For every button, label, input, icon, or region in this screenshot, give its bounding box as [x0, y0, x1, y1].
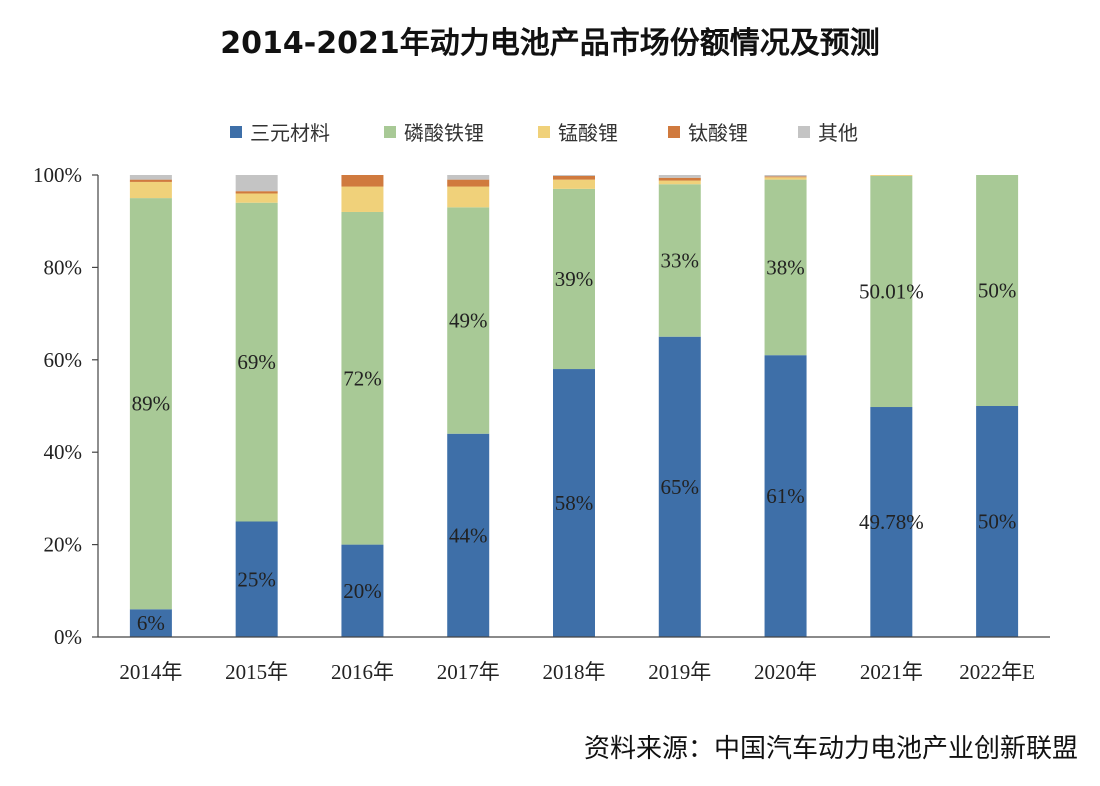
bar-segment-4-6: [658, 177, 701, 181]
bar-segment-1-6: [658, 336, 701, 637]
data-label-1-6: 65%: [661, 475, 700, 499]
legend-swatch-2: [384, 126, 396, 138]
bar-segment-4-5: [553, 175, 595, 180]
data-label-1-4: 44%: [449, 523, 488, 547]
bar-segment-2-9: [976, 175, 1019, 406]
bar-segment-2-8: [870, 175, 913, 408]
x-tick-label: 2021年: [860, 660, 923, 684]
bar-segment-2-4: [447, 207, 490, 434]
data-label-1-2: 25%: [237, 567, 276, 591]
data-label-1-9: 50%: [978, 510, 1017, 534]
bar-segment-1-1: [129, 609, 172, 637]
bar-segment-1-7: [764, 355, 807, 637]
bar-segment-1-9: [976, 406, 1019, 637]
data-label-1-1: 6%: [137, 611, 165, 635]
bar-segment-4-4: [447, 179, 490, 187]
bar-segment-5-7: [764, 175, 807, 177]
x-tick-label: 2022年E: [959, 660, 1035, 684]
legend-swatch-1: [230, 126, 242, 138]
bar-segment-3-7: [764, 177, 807, 180]
data-label-2-2: 69%: [237, 350, 276, 374]
legend-swatch-4: [668, 126, 680, 138]
bar-segment-2-2: [235, 202, 278, 522]
data-label-2-7: 38%: [766, 255, 805, 279]
bar-segment-2-3: [341, 211, 384, 545]
bar-segment-2-5: [553, 188, 595, 370]
legend-label-1: 三元材料: [250, 121, 330, 145]
y-tick-label: 40%: [44, 440, 83, 464]
bar-segment-1-4: [447, 433, 490, 637]
legend-label-5: 其他: [818, 121, 858, 145]
bar-segment-2-7: [764, 179, 807, 356]
y-tick-label: 80%: [44, 255, 83, 279]
bar-segment-5-1: [129, 175, 172, 180]
y-tick-label: 60%: [44, 348, 83, 372]
data-label-1-8: 49.78%: [859, 510, 924, 534]
legend-swatch-5: [798, 126, 810, 138]
bar-segment-2-1: [129, 198, 172, 610]
x-tick-label: 2014年: [119, 660, 182, 684]
x-tick-label: 2016年: [331, 660, 394, 684]
bar-segment-5-2: [235, 175, 278, 192]
axes-layer: 2014年 2015年 2016年 2017年 2018年 2019年 2020年 2021年…: [33, 163, 1050, 684]
data-labels-layer: 6% 89% 25% 69% 20% 72% 44% 49% 58% 39% 65% 33% 61% 38…: [132, 248, 1017, 635]
bars-layer: [129, 175, 1019, 637]
data-label-2-5: 39%: [555, 267, 594, 291]
x-tick-label: 2020年: [754, 660, 817, 684]
bar-segment-4-2: [235, 191, 278, 194]
chart-title: 2014-2021年动力电池产品市场份额情况及预测: [220, 26, 880, 61]
bar-segment-1-8: [870, 407, 913, 637]
data-label-2-3: 72%: [343, 366, 382, 390]
bar-segment-3-2: [235, 193, 278, 203]
data-label-2-4: 49%: [449, 309, 488, 333]
bar-segment-5-5: [553, 175, 595, 176]
bar-segment-3-6: [658, 180, 701, 185]
legend-label-2: 磷酸铁锂: [404, 121, 484, 145]
data-label-2-8: 50.01%: [859, 279, 924, 303]
x-tick-label: 2019年: [648, 660, 711, 684]
bar-segment-4-7: [764, 176, 807, 178]
bar-segment-2-6: [658, 184, 701, 337]
bar-segment-5-6: [658, 175, 701, 178]
data-label-1-5: 58%: [555, 491, 594, 515]
bar-segment-3-5: [553, 179, 595, 189]
bar-segment-3-3: [341, 186, 384, 212]
data-label-2-1: 89%: [132, 392, 171, 416]
x-tick-label: 2018年: [543, 660, 606, 684]
y-tick-label: 0%: [54, 625, 82, 649]
bar-segment-1-3: [341, 544, 384, 637]
bar-segment-1-2: [235, 521, 278, 637]
bar-segment-3-4: [447, 186, 490, 208]
source-note: 资料来源：中国汽车动力电池产业创新联盟: [583, 734, 1078, 764]
data-label-2-6: 33%: [661, 248, 700, 272]
data-label-2-9: 50%: [978, 279, 1017, 303]
legend-swatch-3: [538, 126, 550, 138]
data-label-1-3: 20%: [343, 579, 382, 603]
y-tick-label: 100%: [33, 163, 82, 187]
bar-segment-1-5: [553, 369, 595, 637]
legend-label-4: 钛酸锂: [688, 121, 748, 145]
bar-segment-3-8: [870, 175, 913, 176]
bar-segment-4-1: [129, 179, 172, 182]
x-tick-label: 2017年: [437, 660, 500, 684]
data-label-1-7: 61%: [766, 484, 805, 508]
legend: 三元材料 磷酸铁锂 锰酸锂 钛酸锂 其他: [230, 121, 858, 145]
y-tick-label: 20%: [44, 533, 83, 557]
x-tick-label: 2015年: [225, 660, 288, 684]
legend-label-3: 锰酸锂: [558, 121, 618, 145]
bar-segment-4-3: [341, 175, 384, 187]
bar-segment-5-4: [447, 175, 490, 180]
bar-segment-3-1: [129, 181, 172, 199]
